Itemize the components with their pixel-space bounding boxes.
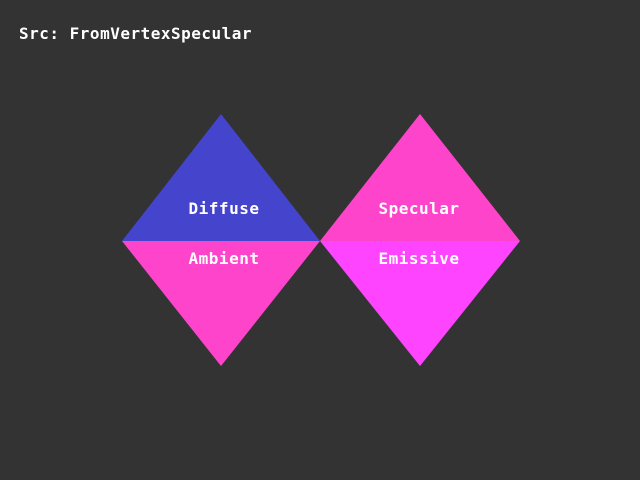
specular-triangle xyxy=(320,114,520,241)
ambient-label: Ambient xyxy=(189,249,260,268)
diffuse-triangle xyxy=(122,114,320,241)
emissive-label: Emissive xyxy=(378,249,459,268)
ambient-triangle xyxy=(122,241,320,366)
source-label: Src: FromVertexSpecular xyxy=(19,24,253,43)
diffuse-label: Diffuse xyxy=(189,199,260,218)
emissive-triangle xyxy=(320,241,520,366)
specular-label: Specular xyxy=(378,199,459,218)
